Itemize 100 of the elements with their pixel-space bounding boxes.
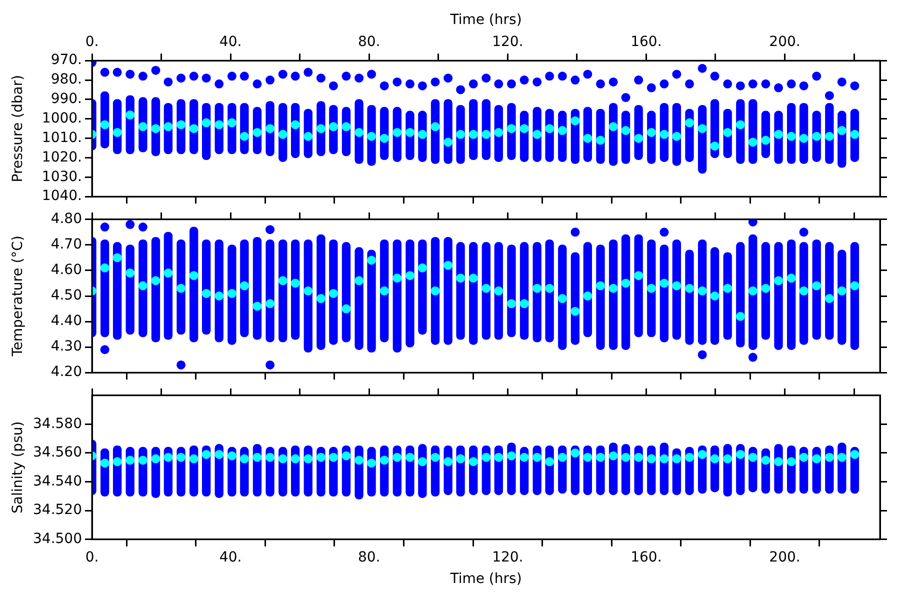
bar: [532, 242, 542, 342]
bar: [685, 250, 694, 345]
bar: [444, 236, 452, 345]
bar: [100, 239, 110, 338]
x-tick-label: 0.: [85, 549, 99, 566]
bar: [812, 239, 821, 340]
bar: [520, 242, 529, 340]
bar: [710, 247, 720, 345]
y-tick-label: 4.50: [50, 288, 82, 304]
y-axis-title: Temperature (°C): [10, 236, 26, 358]
bar: [469, 242, 478, 345]
y-tick-label: 4.60: [50, 262, 82, 278]
point: [266, 225, 275, 234]
bar: [290, 239, 300, 340]
x2-tick-label: 80.: [358, 34, 380, 50]
bar: [151, 236, 160, 342]
y-axis-title: Salinity (psu): [10, 421, 26, 514]
y-tick-label: 34.540: [33, 473, 82, 490]
y-tick-label: 4.80: [50, 211, 82, 228]
point: [799, 228, 808, 237]
bar: [672, 239, 682, 340]
y-tick-label: 34.500: [33, 531, 82, 548]
bar: [774, 242, 783, 350]
x2-tick-label: 160.: [630, 34, 662, 50]
bar: [329, 239, 338, 345]
bar: [380, 239, 389, 342]
bar: [761, 242, 770, 340]
bar: [723, 252, 732, 340]
y-axis-title: Pressure (dbar): [10, 74, 26, 182]
bar: [266, 239, 274, 342]
bar: [190, 226, 198, 342]
bar: [660, 244, 669, 342]
bar: [392, 239, 402, 353]
bar: [278, 239, 288, 342]
y-tick-label: 1010.: [42, 130, 82, 146]
y-tick-label: 1020.: [42, 149, 82, 166]
bar: [787, 239, 796, 350]
bar: [430, 236, 440, 345]
x2-tick-label: 200.: [769, 34, 800, 50]
x2-tick-label: 120.: [492, 34, 524, 50]
y-tick-label: 1040.: [42, 188, 82, 204]
point: [748, 219, 758, 226]
y-tick-label: 34.580: [33, 416, 82, 432]
x-tick-label: 160.: [630, 549, 662, 566]
x2-axis-title: Time (hrs): [449, 12, 522, 28]
bar: [570, 252, 580, 345]
bar: [558, 244, 567, 350]
x-tick-label: 120.: [492, 549, 524, 566]
point: [698, 350, 707, 360]
bar: [252, 236, 262, 340]
bar: [799, 242, 808, 345]
point: [126, 220, 135, 230]
bar: [240, 239, 249, 338]
y-tick-label: 1030.: [42, 168, 82, 185]
bar: [304, 239, 312, 353]
bar: [418, 239, 427, 335]
x-tick-label: 40.: [219, 549, 242, 566]
bar: [596, 244, 605, 350]
bar: [367, 250, 376, 353]
bar: [456, 242, 465, 340]
y-tick-label: 1000.: [42, 110, 82, 127]
point: [100, 222, 110, 232]
y-tick-label: 980.: [50, 72, 82, 88]
point: [100, 345, 110, 354]
bar: [608, 239, 618, 350]
bar: [126, 244, 134, 335]
bar: [838, 250, 846, 345]
y-tick-label: 4.40: [50, 313, 82, 330]
bar: [507, 244, 516, 338]
bar: [228, 244, 236, 345]
bar: [164, 232, 173, 340]
bar: [112, 242, 122, 340]
bar: [494, 242, 503, 340]
bar: [748, 234, 758, 350]
y-tick-label: 4.70: [50, 236, 82, 253]
bar: [406, 239, 414, 348]
bar: [698, 239, 707, 345]
point: [748, 352, 758, 362]
bar: [214, 239, 224, 342]
y-tick-label: 4.30: [50, 338, 82, 355]
y-tick-label: 34.560: [33, 444, 82, 461]
bar: [647, 239, 656, 338]
bar: [621, 234, 630, 350]
point: [266, 360, 275, 370]
bar: [850, 242, 860, 350]
x-tick-label: 200.: [769, 549, 800, 566]
bar: [354, 247, 364, 350]
point: [660, 228, 669, 237]
bar: [545, 239, 554, 342]
bar: [634, 234, 643, 338]
bar: [176, 239, 186, 335]
bar: [316, 234, 326, 350]
x-axis-title: Time (hrs): [449, 571, 522, 588]
bar: [736, 242, 745, 348]
x-tick-label: 80.: [358, 549, 380, 566]
bar: [482, 242, 491, 340]
x2-tick-label: 0.: [85, 34, 99, 50]
bar: [342, 242, 351, 342]
y-tick-label: 970.: [50, 52, 82, 68]
y-tick-label: 4.20: [50, 364, 82, 380]
